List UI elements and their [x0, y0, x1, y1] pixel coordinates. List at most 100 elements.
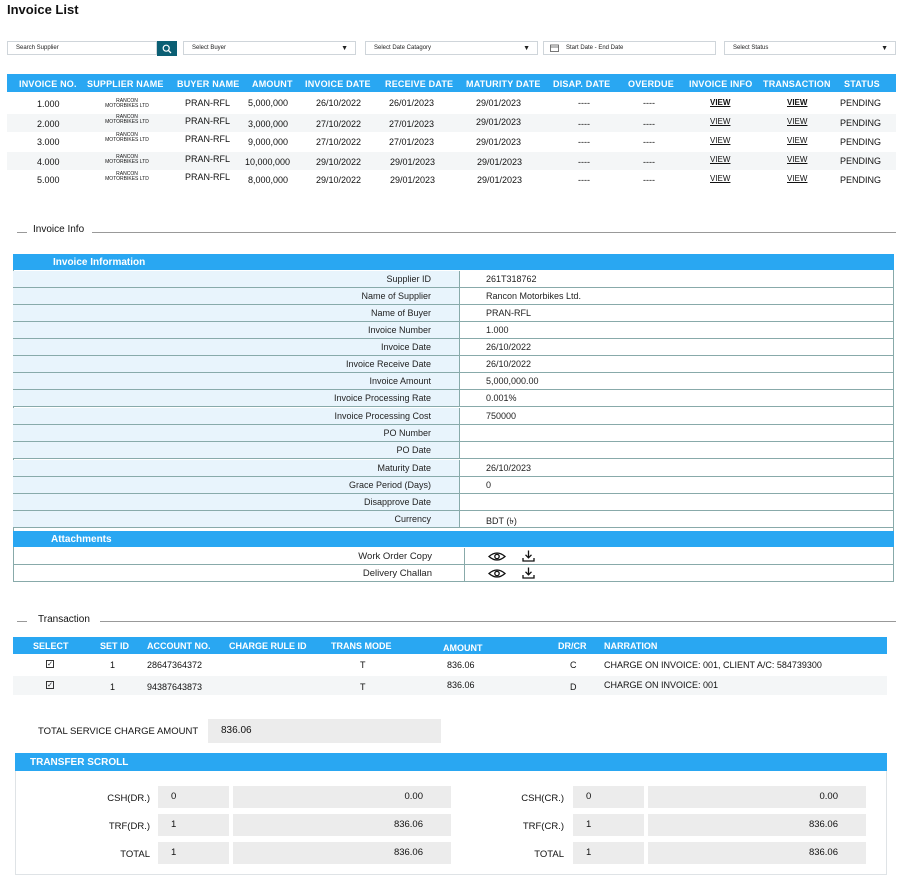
view-invoice-info-link[interactable]: VIEW — [710, 174, 731, 183]
col-status: STATUS — [844, 79, 880, 89]
supplier-line-1: RANCON — [116, 154, 138, 160]
supplier-name: RANCON MOTORBIKES LTD — [97, 172, 157, 182]
view-invoice-info-link[interactable]: VIEW — [710, 136, 731, 145]
overdue: ---- — [643, 119, 655, 129]
disap-date: ---- — [578, 98, 590, 108]
receive-date: 26/01/2023 — [389, 98, 435, 108]
invoice-no: 3.000 — [37, 137, 60, 147]
buyer-name: PRAN-RFL — [185, 172, 231, 182]
date-category-label: Select Date Catagory — [374, 45, 432, 51]
col-amount: AMOUNT — [252, 79, 293, 89]
download-icon[interactable] — [522, 567, 535, 579]
trf-dr-amount: 836.06 — [393, 819, 423, 830]
buyer-select[interactable]: Select Buyer ▼ — [183, 41, 356, 55]
col-transaction: TRANSACTION — [763, 79, 831, 89]
info-row: Invoice Processing Rate 0.001% — [13, 390, 894, 407]
view-invoice-info-link[interactable]: VIEW — [710, 155, 731, 164]
info-value: PRAN-RFL — [486, 308, 532, 318]
status-text: PENDING — [840, 98, 882, 108]
info-label: Invoice Receive Date — [345, 359, 431, 369]
trf-cr-amount-field: 836.06 — [648, 814, 866, 836]
invoice-no: 5.000 — [37, 175, 60, 185]
invoice-no: 2.000 — [37, 119, 60, 129]
info-row: Invoice Amount 5,000,000.00 — [13, 373, 894, 390]
table-row: 4.000 RANCON MOTORBIKES LTD PRAN-RFL 10,0… — [7, 152, 896, 170]
csh-cr-amount-field: 0.00 — [648, 786, 866, 808]
search-button[interactable] — [157, 41, 177, 56]
csh-cr-count-field: 0 — [573, 786, 644, 808]
eye-icon[interactable] — [488, 568, 506, 579]
transfer-scroll-title: TRANSFER SCROLL — [30, 757, 129, 768]
info-label: Name of Supplier — [361, 291, 431, 301]
buyer-name: PRAN-RFL — [185, 116, 231, 126]
csh-cr-amount: 0.00 — [819, 791, 839, 802]
row-checkbox[interactable]: ✓ — [46, 681, 54, 689]
trf-dr-count: 1 — [171, 819, 177, 830]
status-text: PENDING — [840, 175, 882, 185]
col-trans-mode: TRANS MODE — [331, 641, 392, 651]
trans-mode: T — [360, 660, 366, 670]
view-invoice-info-link[interactable]: VIEW — [710, 117, 731, 126]
table-row: 1.000 RANCON MOTORBIKES LTD PRAN-RFL 5,00… — [7, 95, 896, 113]
dr-total-label: TOTAL — [120, 849, 150, 860]
section-divider — [17, 621, 27, 622]
supplier-line-2: MOTORBIKES LTD — [105, 137, 149, 143]
info-value: 1.000 — [486, 325, 509, 335]
maturity-date: 29/01/2023 — [476, 117, 522, 127]
section-divider — [92, 232, 896, 233]
status-text: PENDING — [840, 156, 882, 166]
view-transaction-link[interactable]: VIEW — [787, 136, 808, 145]
date-range-input[interactable]: Start Date - End Date — [543, 41, 716, 55]
amount: 836.06 — [447, 660, 475, 670]
csh-dr-count-field: 0 — [158, 786, 229, 808]
info-label: Name of Buyer — [370, 308, 431, 318]
eye-icon[interactable] — [488, 551, 506, 562]
cr-total-label: TOTAL — [534, 849, 564, 860]
view-transaction-link[interactable]: VIEW — [787, 174, 808, 183]
receive-date: 27/01/2023 — [389, 137, 435, 147]
status-text: PENDING — [840, 137, 882, 147]
info-label: PO Date — [396, 445, 431, 455]
overdue: ---- — [643, 137, 655, 147]
info-label: Currency — [394, 514, 431, 524]
receive-date: 27/01/2023 — [389, 119, 435, 129]
search-input[interactable]: Search Supplier — [7, 41, 157, 55]
row-checkbox[interactable]: ✓ — [46, 660, 54, 668]
date-category-select[interactable]: Select Date Catagory ▼ — [365, 41, 538, 55]
overdue: ---- — [643, 98, 655, 108]
col-receive-date: RECEIVE DATE — [385, 79, 454, 89]
info-value: 5,000,000.00 — [486, 376, 539, 386]
disap-date: ---- — [578, 137, 590, 147]
disap-date: ---- — [578, 157, 590, 167]
view-transaction-link[interactable]: VIEW — [787, 98, 808, 107]
status-select[interactable]: Select Status ▼ — [724, 41, 896, 55]
view-transaction-link[interactable]: VIEW — [787, 117, 808, 126]
info-value: 0.001% — [486, 393, 517, 403]
info-row: Invoice Number 1.000 — [13, 322, 894, 339]
info-value: 750000 — [486, 411, 517, 421]
checkbox-checked-icon: ✓ — [47, 661, 53, 668]
trf-cr-amount: 836.06 — [808, 819, 838, 830]
csh-cr-label: CSH(CR.) — [521, 793, 564, 804]
amount: 8,000,000 — [248, 175, 289, 185]
view-invoice-info-link[interactable]: VIEW — [710, 98, 731, 107]
info-label: Invoice Number — [367, 325, 431, 335]
supplier-name: RANCON MOTORBIKES LTD — [97, 115, 157, 125]
buyer-name: PRAN-RFL — [185, 98, 231, 108]
amount: 5,000,000 — [248, 98, 289, 108]
attachments-header: Attachments — [13, 531, 894, 547]
col-invoice-date: INVOICE DATE — [305, 79, 371, 89]
supplier-name: RANCON MOTORBIKES LTD — [97, 155, 157, 165]
invoice-date: 29/10/2022 — [316, 157, 362, 167]
view-transaction-link[interactable]: VIEW — [787, 155, 808, 164]
col-select: SELECT — [33, 641, 69, 651]
disap-date: ---- — [578, 119, 590, 129]
account-no: 28647364372 — [147, 660, 203, 670]
info-row: Disapprove Date — [13, 494, 894, 511]
info-value: Rancon Motorbikes Ltd. — [486, 291, 582, 301]
buyer-name: PRAN-RFL — [185, 134, 231, 144]
search-icon — [162, 44, 172, 53]
search-placeholder: Search Supplier — [16, 45, 59, 51]
receive-date: 29/01/2023 — [390, 157, 436, 167]
download-icon[interactable] — [522, 550, 535, 562]
